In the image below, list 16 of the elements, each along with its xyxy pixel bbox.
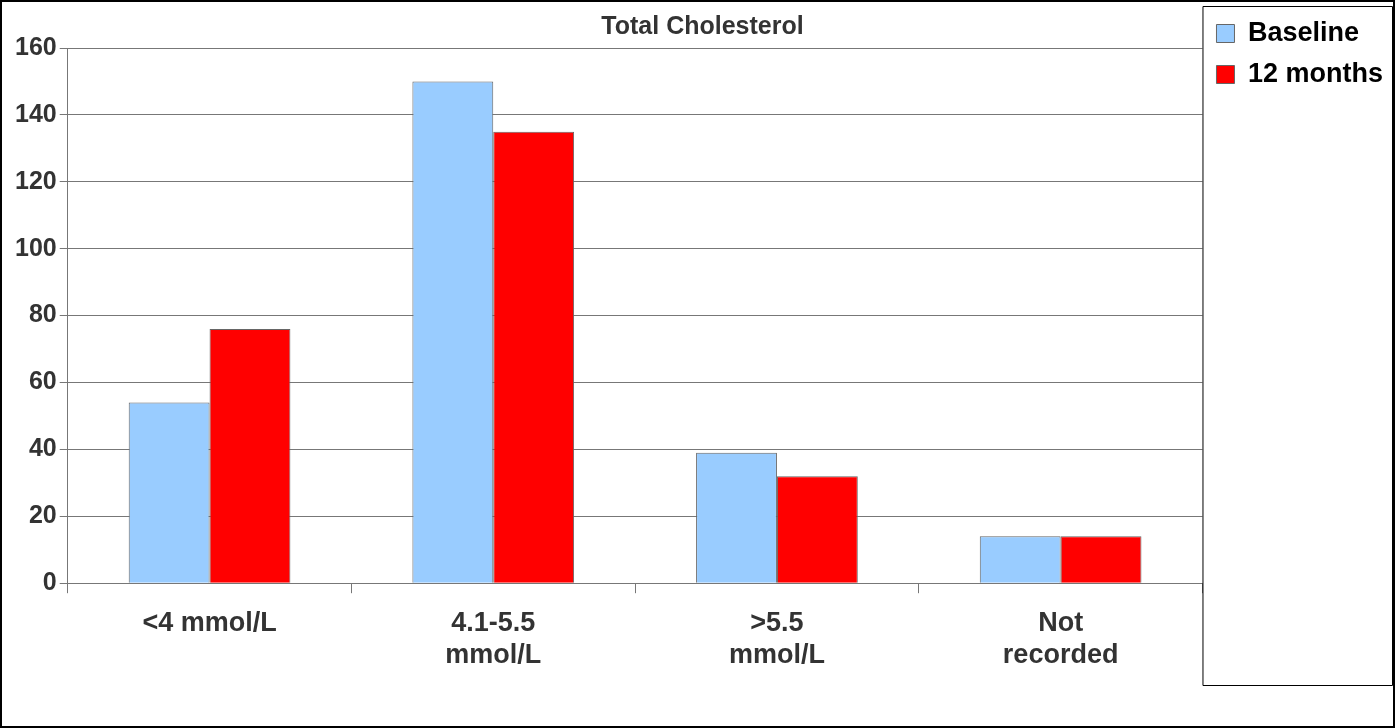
y-tick-label: 140 [14,98,57,127]
y-tick-label: 60 [28,366,57,395]
y-tick-label: 20 [28,500,57,529]
x-tick-label: 4.1-5.5 mmol/L [445,606,542,670]
x-tick-label: Not recorded [1002,606,1119,670]
x-tick-label: <4 mmol/L [142,606,277,637]
y-tick-label: 100 [14,232,57,261]
legend-label: Baseline [1247,16,1360,47]
y-tick-label: 120 [14,165,57,194]
y-tick-label: 40 [28,433,57,462]
y-tick-label: 0 [42,567,57,596]
chart-title: Total Cholesterol [601,10,804,39]
x-tick-label: >5.5 mmol/L [728,606,825,670]
y-tick-label: 80 [28,299,57,328]
y-tick-label: 160 [14,31,57,60]
legend-label: 12 months [1247,57,1383,88]
